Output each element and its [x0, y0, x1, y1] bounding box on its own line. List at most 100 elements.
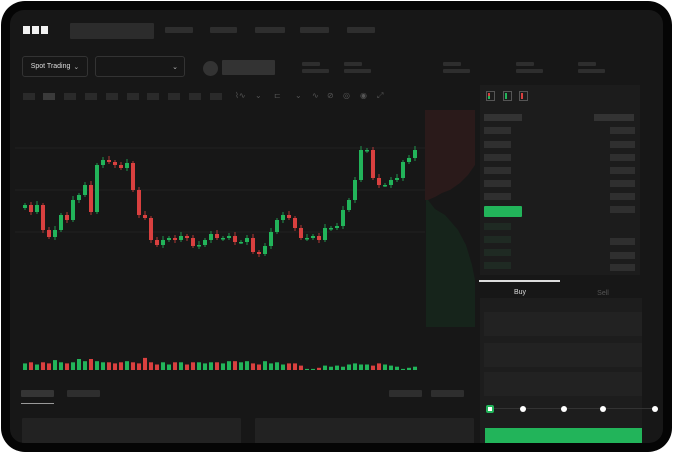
timeframe-button[interactable]: [106, 93, 118, 100]
volume-bar: [347, 364, 351, 370]
header-search-placeholder[interactable]: [70, 23, 154, 39]
candle-body: [251, 238, 255, 252]
timeframe-button[interactable]: [64, 93, 76, 100]
timeframe-button[interactable]: [168, 93, 180, 100]
candle-body: [41, 205, 45, 230]
volume-bar: [119, 362, 123, 370]
volume-bar: [125, 361, 129, 370]
candle-body: [113, 162, 117, 165]
chart-type-icon[interactable]: ⌄: [255, 91, 262, 100]
timeframe-button[interactable]: [210, 93, 222, 100]
tab-open-orders[interactable]: [21, 390, 54, 397]
volume-bar: [185, 364, 189, 370]
candle-body: [353, 180, 357, 200]
timeframe-button[interactable]: [147, 93, 159, 100]
slider-stop-25[interactable]: [520, 406, 526, 412]
candle-body: [263, 246, 267, 254]
candle-body: [131, 163, 135, 190]
volume-bar: [329, 366, 333, 370]
camera-icon[interactable]: ◎: [343, 91, 350, 100]
slider-stop-50[interactable]: [561, 406, 567, 412]
volume-bar: [107, 362, 111, 370]
filter-button[interactable]: [431, 390, 464, 397]
volume-bar: [323, 365, 327, 370]
compare-icon[interactable]: ⊏: [274, 91, 281, 100]
price-input[interactable]: [484, 312, 642, 336]
volume-bar: [311, 368, 315, 370]
slider-stop-100[interactable]: [652, 406, 658, 412]
orderbook-row-placeholder: [610, 180, 635, 187]
volume-bar: [41, 362, 45, 370]
volume-bar: [65, 363, 69, 370]
slider-stop-75[interactable]: [600, 406, 606, 412]
slider-handle[interactable]: [486, 405, 494, 413]
volume-bar: [233, 361, 237, 370]
volume-bar: [203, 363, 207, 370]
orderbook-row-placeholder: [484, 114, 522, 121]
indicator-icon[interactable]: ⌇∿: [235, 91, 246, 100]
pair-select[interactable]: ⌄: [95, 56, 185, 77]
candle-body: [101, 160, 105, 165]
candle-body: [239, 242, 243, 244]
orderbook-asks-icon[interactable]: [519, 91, 528, 101]
timeframe-button[interactable]: [23, 93, 35, 100]
nav-item[interactable]: [165, 27, 193, 33]
tab-sell[interactable]: Sell: [597, 290, 609, 297]
tab-order-history[interactable]: [67, 390, 100, 397]
timeframe-button-active[interactable]: [43, 93, 55, 100]
fullscreen-icon[interactable]: ⤢: [377, 91, 384, 100]
timeframe-button[interactable]: [189, 93, 201, 100]
volume-bar: [251, 363, 255, 370]
volume-bar: [383, 364, 387, 370]
orderbook-row-placeholder: [484, 180, 511, 187]
orderbook-both-icon[interactable]: [486, 91, 495, 101]
stat-label: [344, 62, 362, 66]
candle-body: [65, 215, 69, 220]
active-tab-underline: [21, 403, 54, 404]
orderbook-row-placeholder: [610, 167, 635, 174]
filter-button[interactable]: [389, 390, 422, 397]
amount-input[interactable]: [484, 343, 642, 367]
volume-bar: [275, 362, 279, 370]
candle-body: [53, 230, 57, 237]
buy-submit-button[interactable]: [485, 428, 642, 443]
candle-body: [29, 205, 33, 212]
line-tool-icon[interactable]: ∿: [312, 91, 319, 100]
okx-logo[interactable]: [23, 26, 48, 34]
coin-icon: [203, 61, 218, 76]
nav-item[interactable]: [255, 27, 285, 33]
orderbook-row-placeholder: [484, 223, 511, 230]
slider-track[interactable]: [490, 408, 655, 409]
volume-bar: [413, 366, 417, 370]
volume-bar: [179, 362, 183, 370]
candle-body: [215, 234, 219, 238]
draw-icon[interactable]: ⊘: [327, 91, 334, 100]
volume-bar: [305, 368, 309, 370]
tab-buy[interactable]: Buy: [513, 289, 527, 296]
timeframe-button[interactable]: [127, 93, 139, 100]
candle-body: [275, 220, 279, 232]
candle-body: [347, 200, 351, 210]
settings-chevron-icon[interactable]: ⌄: [295, 91, 302, 100]
volume-bar: [299, 365, 303, 370]
spot-trading-dropdown[interactable]: Spot Trading ⌄: [22, 56, 88, 77]
depth-asks-area: [425, 110, 475, 200]
total-input[interactable]: [484, 372, 642, 396]
stat-value: [443, 69, 470, 73]
orderbook-row-placeholder: [484, 127, 511, 134]
orderbook-row-placeholder: [610, 127, 635, 134]
target-icon[interactable]: ◉: [360, 91, 367, 100]
orderbook-row-placeholder: [610, 154, 635, 161]
candle-body: [287, 215, 291, 218]
market-type-label: Spot Trading: [30, 63, 71, 70]
volume-bar: [209, 362, 213, 370]
timeframe-button[interactable]: [85, 93, 97, 100]
candlestick-chart[interactable]: [10, 105, 480, 375]
nav-item[interactable]: [300, 27, 329, 33]
orders-panel: [22, 418, 241, 443]
orderbook-bids-icon[interactable]: [503, 91, 512, 101]
candle-body: [125, 163, 129, 168]
nav-item[interactable]: [210, 27, 237, 33]
nav-item[interactable]: [347, 27, 375, 33]
candle-body: [203, 240, 207, 245]
